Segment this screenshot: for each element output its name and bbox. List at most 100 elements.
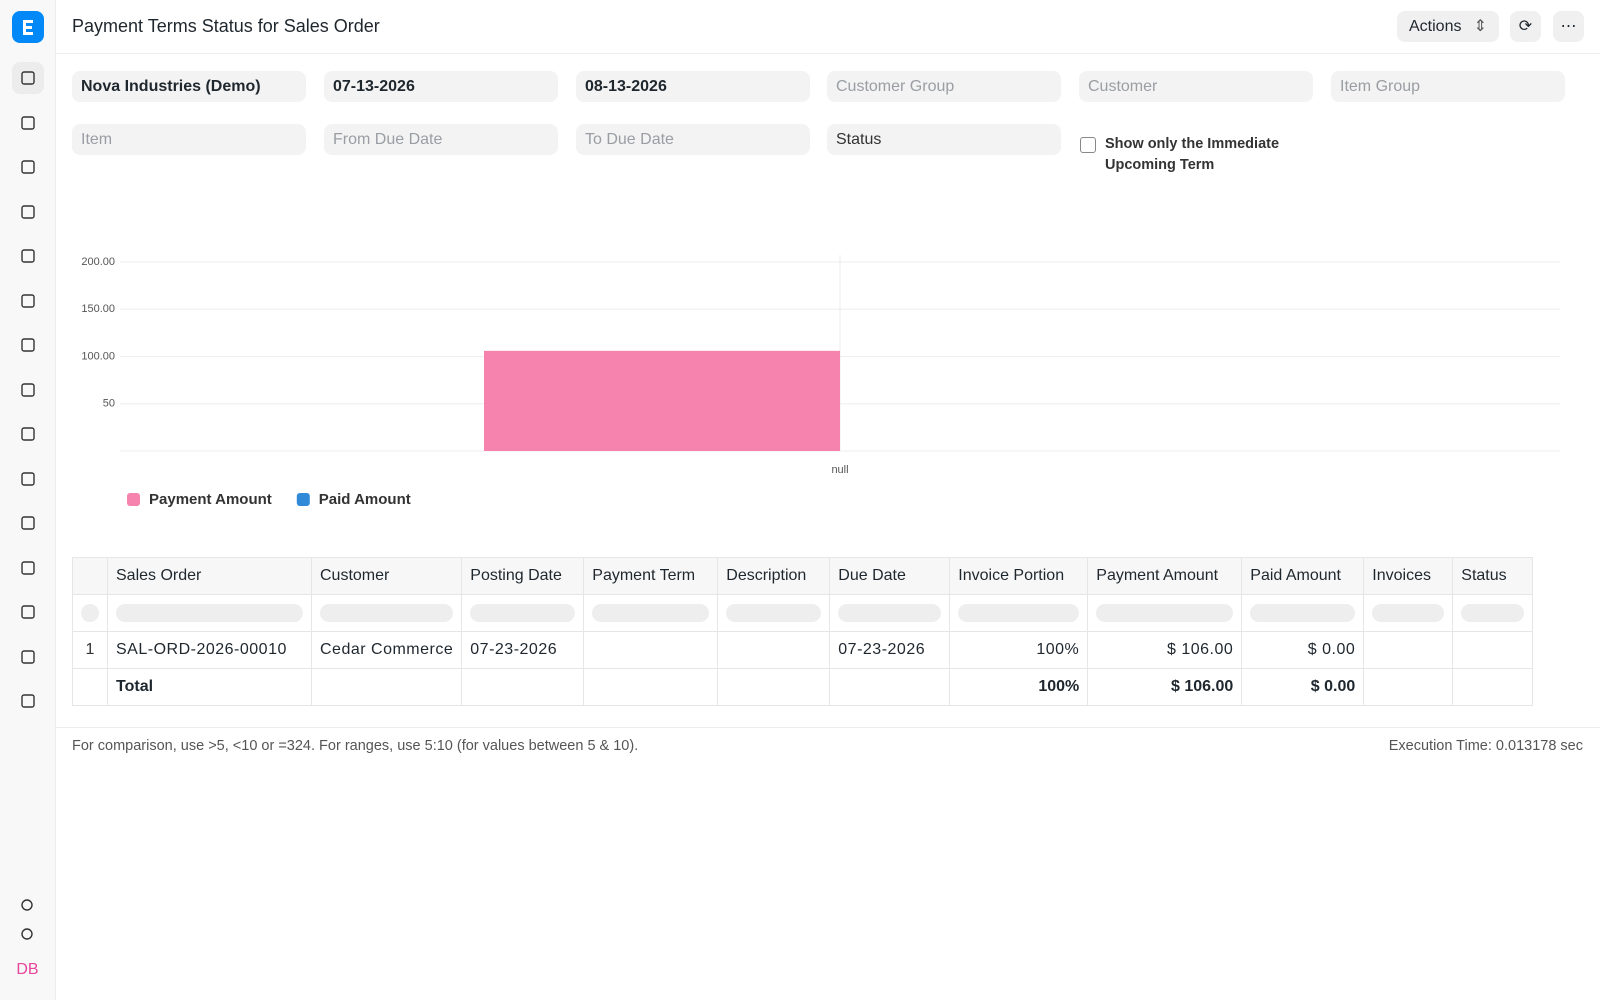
nav-icon[interactable] <box>12 107 44 139</box>
execution-time: Execution Time: 0.013178 sec <box>1388 738 1583 754</box>
icon-shape <box>21 899 33 911</box>
header-cell[interactable]: Payment Amount <box>1087 557 1243 595</box>
header-cell[interactable]: Paid Amount <box>1241 557 1365 595</box>
icon-glyph <box>21 294 35 308</box>
legend-label[interactable]: Paid Amount <box>319 491 411 508</box>
legend-label[interactable]: Payment Amount <box>149 491 272 508</box>
filter-input[interactable] <box>116 604 303 622</box>
nav-icon[interactable] <box>12 552 44 584</box>
header-cell[interactable]: Invoice Portion <box>949 557 1089 595</box>
icon-shape <box>21 249 35 263</box>
icon-shape <box>21 116 35 130</box>
filter-cell <box>1087 594 1243 632</box>
nav-icon[interactable] <box>12 641 44 673</box>
header-cell[interactable]: Sales Order <box>107 557 312 595</box>
header-cell[interactable]: Due Date <box>829 557 951 595</box>
icon-glyph <box>21 383 35 397</box>
total-cell: $ 0.00 <box>1241 668 1365 706</box>
nav-icon[interactable] <box>12 196 44 228</box>
header-cell[interactable]: Description <box>717 557 831 595</box>
nav-icon[interactable] <box>12 151 44 183</box>
filter-input[interactable] <box>1372 604 1445 622</box>
filter-cell <box>310 594 463 632</box>
icon-shape <box>21 338 35 352</box>
icon-shape <box>21 160 35 174</box>
nav-icon[interactable] <box>12 285 44 317</box>
filter-field[interactable]: Nova Industries (Demo) <box>72 71 306 102</box>
icon-glyph <box>21 160 35 174</box>
filter-input[interactable] <box>838 604 942 622</box>
header-row: Sales Order Customer Posting Date Payment T… <box>72 557 1534 595</box>
actions-button[interactable]: Actions ⇕ <box>1397 11 1499 42</box>
filter-input[interactable] <box>958 604 1080 622</box>
nav-icon[interactable] <box>12 374 44 406</box>
total-cell <box>583 668 719 706</box>
filter-input[interactable] <box>470 604 576 622</box>
filter-cell <box>1452 594 1534 632</box>
filter-input[interactable] <box>726 604 822 622</box>
nav-icon[interactable] <box>12 685 44 717</box>
nav-icon[interactable] <box>12 507 44 539</box>
sidebar: DB <box>0 0 56 1000</box>
header-cell[interactable]: Invoices <box>1363 557 1454 595</box>
icon-glyph <box>21 928 33 940</box>
icon-glyph <box>21 694 35 708</box>
app-logo[interactable] <box>12 11 44 43</box>
refresh-button[interactable]: ⟳ <box>1510 11 1541 42</box>
icon-glyph <box>21 338 35 352</box>
filter-field[interactable]: 07-13-2026 <box>324 71 558 102</box>
filter-cell <box>107 594 312 632</box>
filter-field[interactable]: To Due Date <box>576 124 810 155</box>
total-index <box>72 668 108 706</box>
row-index: 1 <box>72 631 108 669</box>
filter-field[interactable]: Item <box>72 124 306 155</box>
filter-input[interactable] <box>81 604 99 622</box>
header-cell[interactable]: Posting Date <box>461 557 585 595</box>
filter-row <box>72 594 1534 632</box>
total-cell <box>717 668 831 706</box>
filter-input[interactable] <box>1096 604 1234 622</box>
filter-input[interactable] <box>1250 604 1356 622</box>
logo-mark <box>23 20 33 35</box>
filter-cell <box>461 594 585 632</box>
data-cell <box>717 631 831 669</box>
header-cell[interactable]: Status <box>1452 557 1534 595</box>
header-cell[interactable]: Customer <box>310 557 463 595</box>
header-cell[interactable]: Payment Term <box>583 557 719 595</box>
filter-field[interactable]: Status <box>827 124 1061 155</box>
icon-glyph <box>21 472 35 486</box>
nav-icon[interactable] <box>12 919 44 951</box>
nav-icon[interactable] <box>12 418 44 450</box>
icon-shape <box>21 294 35 308</box>
data-cell: Cedar Commerce <box>310 631 463 669</box>
filter-input[interactable] <box>320 604 454 622</box>
nav-icon[interactable] <box>12 596 44 628</box>
data-cell: 07-23-2026 <box>829 631 951 669</box>
icon-glyph <box>21 605 35 619</box>
icon-glyph <box>21 71 35 85</box>
nav-icon[interactable] <box>12 463 44 495</box>
total-row: Total 100% $ 106.00 $ 0.00 <box>72 668 1534 706</box>
nav-icon[interactable] <box>12 890 44 922</box>
filter-field[interactable]: Customer <box>1079 71 1313 102</box>
filter-cell <box>949 594 1089 632</box>
filter-field[interactable]: Customer Group <box>827 71 1061 102</box>
filter-cell <box>1363 594 1454 632</box>
more-button[interactable]: ⋯ <box>1553 11 1584 42</box>
checkbox[interactable] <box>1080 137 1096 153</box>
nav-icon[interactable] <box>12 62 44 94</box>
filter-input[interactable] <box>592 604 710 622</box>
user-avatar[interactable]: DB <box>16 961 39 978</box>
filter-field[interactable]: From Due Date <box>324 124 558 155</box>
total-cell: $ 106.00 <box>1087 668 1243 706</box>
filter-field[interactable]: Item Group <box>1331 71 1565 102</box>
nav-icon[interactable] <box>12 329 44 361</box>
legend-swatch <box>127 493 140 506</box>
checkbox-filter[interactable]: Show only the Immediate Upcoming Term <box>1080 134 1295 176</box>
icon-shape <box>21 561 35 575</box>
nav-icon[interactable] <box>12 240 44 272</box>
filter-input[interactable] <box>1461 604 1525 622</box>
filter-field[interactable]: 08-13-2026 <box>576 71 810 102</box>
bar <box>484 350 840 451</box>
page-title: Payment Terms Status for Sales Order <box>72 16 380 36</box>
